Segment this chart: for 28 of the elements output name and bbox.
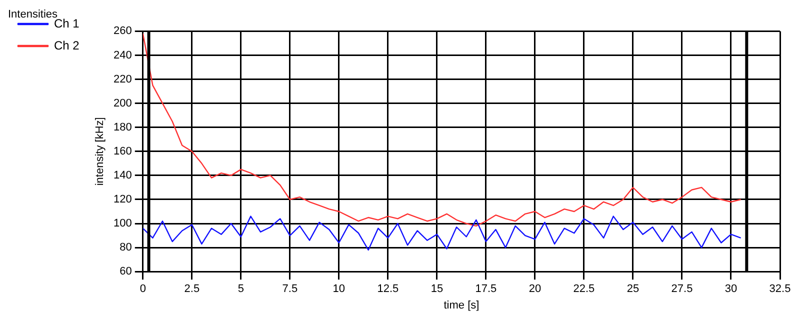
x-tick-label: 2.5 — [184, 283, 200, 296]
y-tick-label: 160 — [114, 145, 132, 158]
x-tick-label: 7.5 — [282, 283, 298, 296]
x-tick-label: 5 — [238, 283, 244, 296]
y-tick-label: 60 — [120, 266, 132, 278]
y-axis-title: intensity [kHz] — [94, 117, 106, 186]
y-tick-label: 120 — [114, 194, 132, 206]
y-tick-label: 100 — [114, 218, 132, 230]
x-tick-label: 12.5 — [377, 283, 399, 296]
x-tick-label: 30 — [724, 283, 738, 296]
x-tick-label: 25 — [626, 283, 640, 296]
y-tick-label: 220 — [114, 73, 132, 86]
y-tick-label: 200 — [114, 97, 132, 110]
y-tick-label: 80 — [120, 242, 132, 254]
x-tick-label: 15 — [430, 283, 444, 296]
x-tick-label: 17.5 — [475, 283, 497, 296]
x-tick-label: 22.5 — [573, 283, 595, 296]
x-tick-label: 10 — [332, 283, 346, 296]
x-axis-title: time [s] — [444, 299, 480, 312]
y-tick-label: 180 — [114, 121, 132, 134]
x-tick-label: 0 — [140, 283, 146, 296]
x-tick-label: 27.5 — [671, 283, 693, 296]
x-tick-label: 32.5 — [769, 283, 791, 296]
y-tick-label: 240 — [114, 49, 132, 62]
legend-label: Ch 2 — [54, 38, 80, 52]
x-tick-label: 20 — [528, 283, 542, 296]
y-tick-label: 260 — [114, 25, 132, 38]
y-tick-label: 140 — [114, 169, 132, 182]
